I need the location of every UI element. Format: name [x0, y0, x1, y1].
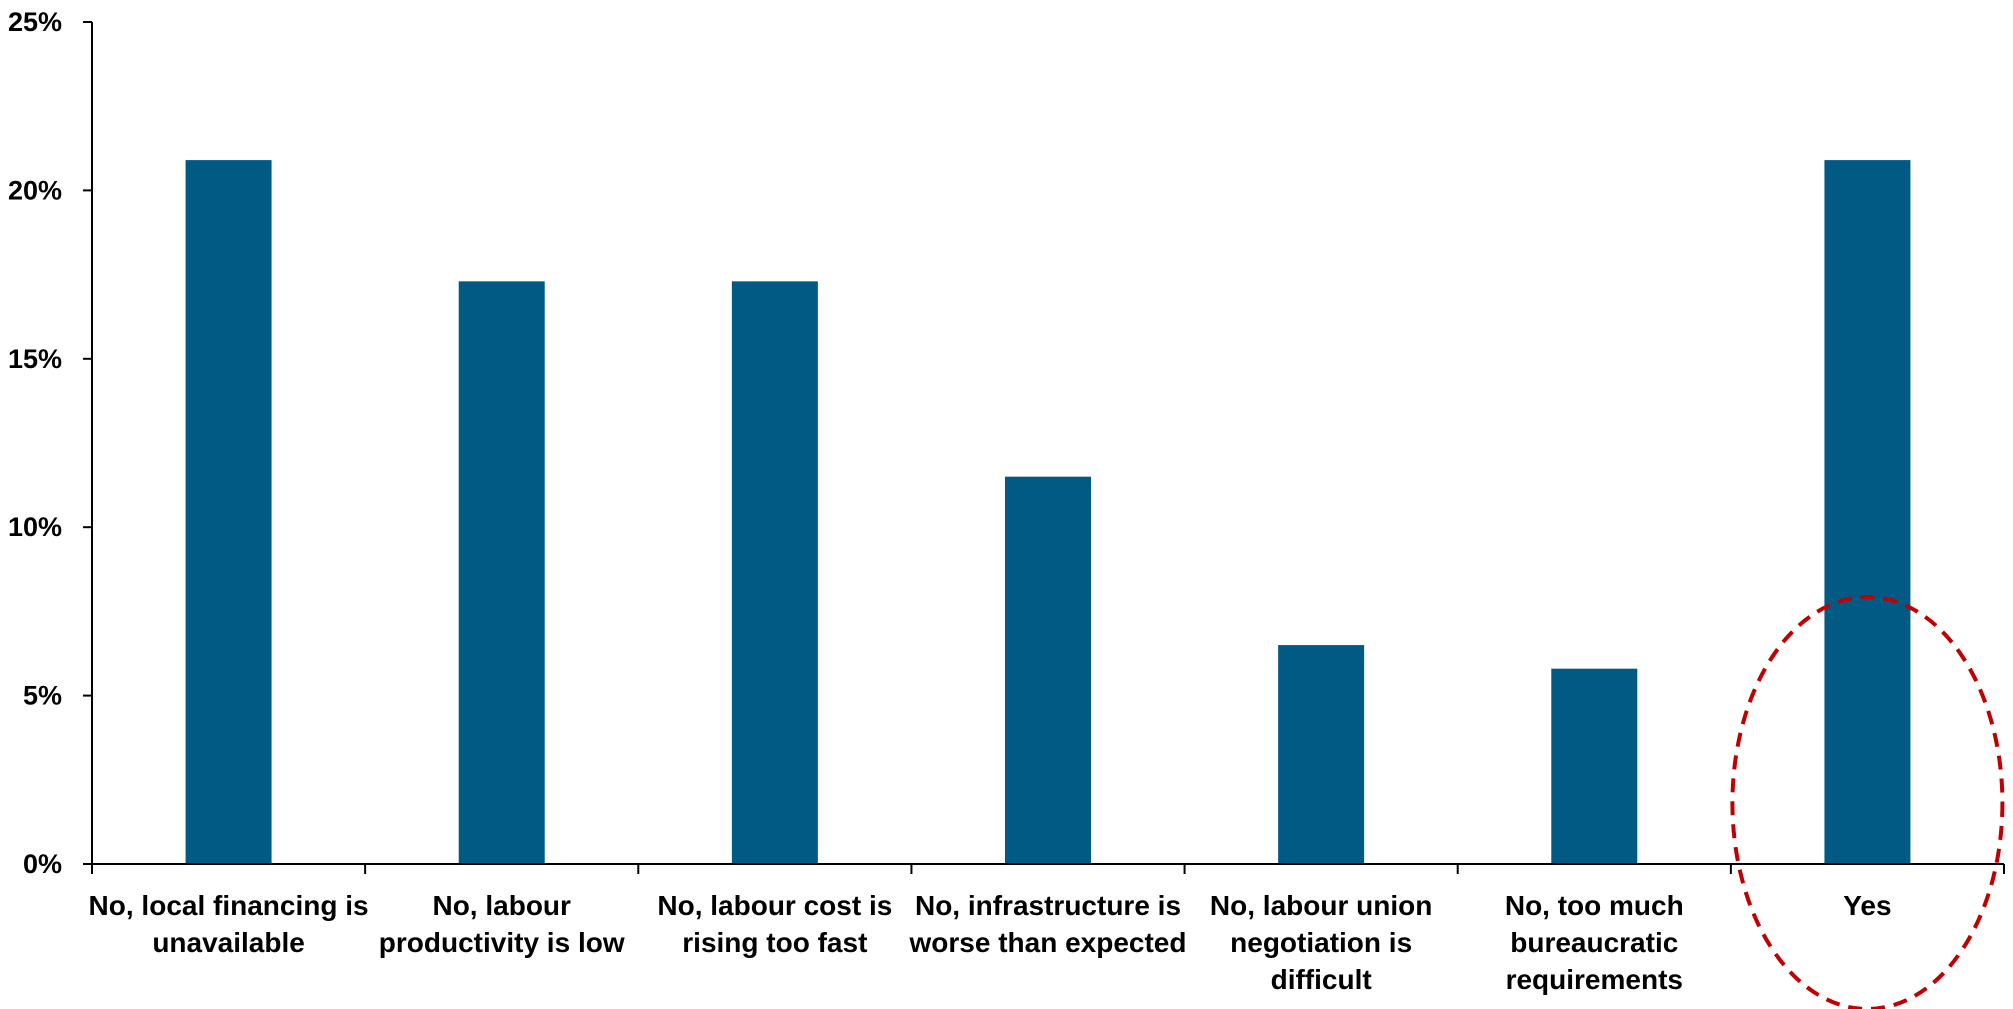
bar	[1005, 476, 1091, 864]
x-category-label-line: negotiation is	[1230, 927, 1412, 958]
x-category-label-line: No, labour cost is	[657, 890, 892, 921]
bar	[185, 160, 272, 864]
x-category-label: No, infrastructure is worse than expected	[909, 890, 1187, 958]
highlight-ellipse	[1730, 595, 2005, 1009]
bars	[185, 160, 1911, 864]
bar	[1551, 668, 1638, 864]
x-category-label-line: No, labour union	[1210, 890, 1432, 921]
y-tick-label: 0%	[23, 849, 62, 879]
y-tick-label: 15%	[8, 344, 62, 374]
x-category-label-line: No, infrastructure is	[915, 890, 1181, 921]
x-category-label: No, labour productivity is low	[379, 890, 625, 958]
x-category-label-line: bureaucratic	[1510, 927, 1678, 958]
y-tick-label: 25%	[8, 7, 62, 37]
x-category-label-line: No, too much	[1505, 890, 1684, 921]
x-category-label-line: No, labour	[432, 890, 571, 921]
x-category-label-line: productivity is low	[379, 927, 625, 958]
y-axis-tick-labels: 0% 5% 10% 15% 20% 25%	[8, 7, 62, 879]
bar	[1278, 645, 1365, 864]
y-tick-label: 5%	[23, 681, 62, 711]
x-category-label: No, labour union negotiation is difficult	[1210, 890, 1432, 995]
x-category-label-line: No, local financing is	[89, 890, 369, 921]
x-category-label-line: unavailable	[152, 927, 305, 958]
x-category-label: No, local financing is unavailable	[89, 890, 369, 958]
y-tick-label: 20%	[8, 175, 62, 205]
x-category-label-line: Yes	[1843, 890, 1891, 921]
x-category-label-line: difficult	[1271, 964, 1372, 995]
x-category-label-line: rising too fast	[682, 927, 867, 958]
y-axis-ticks	[83, 21, 92, 865]
x-axis-category-labels: No, local financing is unavailable No, lab…	[89, 890, 1892, 995]
y-tick-label: 10%	[8, 512, 62, 542]
x-axis-ticks	[91, 864, 2005, 874]
x-category-label: Yes	[1843, 890, 1891, 921]
bar	[458, 281, 545, 864]
bar	[731, 281, 818, 864]
bar	[1824, 160, 1911, 864]
x-category-label: No, labour cost is rising too fast	[657, 890, 892, 958]
x-category-label: No, too much bureaucratic requirements	[1505, 890, 1684, 995]
x-category-label-line: requirements	[1506, 964, 1683, 995]
x-category-label-line: worse than expected	[909, 927, 1187, 958]
